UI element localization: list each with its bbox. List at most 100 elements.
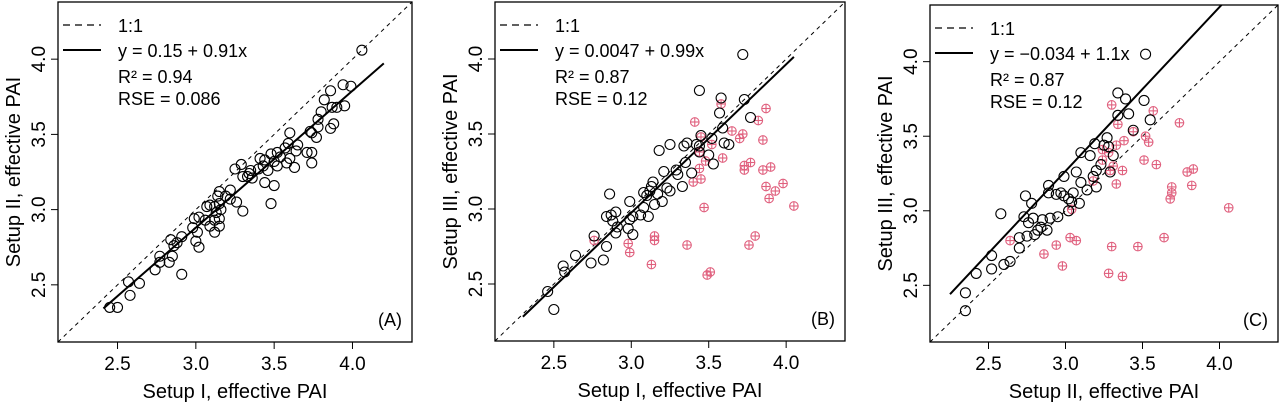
y-tick-label: 2.5 bbox=[901, 272, 922, 298]
data-point bbox=[1070, 166, 1082, 178]
data-point bbox=[714, 107, 726, 119]
data-point bbox=[1043, 187, 1055, 199]
data-point bbox=[1073, 197, 1085, 209]
flagged-data-point bbox=[1139, 155, 1149, 165]
data-point bbox=[154, 250, 166, 262]
flagged-data-point bbox=[688, 177, 699, 187]
data-point bbox=[1138, 94, 1150, 106]
data-point bbox=[345, 80, 357, 92]
data-point bbox=[1063, 193, 1075, 205]
flagged-data-point bbox=[1111, 179, 1122, 189]
data-point bbox=[191, 226, 203, 238]
flagged-data-point bbox=[696, 174, 706, 184]
flagged-data-point bbox=[761, 181, 771, 192]
data-point bbox=[1050, 188, 1062, 200]
data-point bbox=[1075, 176, 1087, 188]
legend-label-fit-equation: y = 0.15 + 0.91x bbox=[118, 41, 247, 61]
data-point bbox=[165, 234, 177, 246]
data-point bbox=[237, 170, 249, 183]
x-tick-label: 3.5 bbox=[1129, 354, 1155, 375]
data-point bbox=[645, 180, 657, 193]
flagged-data-point bbox=[1165, 193, 1176, 204]
legend-label-one-to-one: 1:1 bbox=[118, 16, 143, 36]
data-point bbox=[231, 196, 243, 208]
y-tick-label: 3.0 bbox=[29, 196, 50, 222]
one-to-one-line bbox=[930, 5, 1278, 342]
y-axis-label: Setup III, effective PAI bbox=[875, 75, 897, 271]
data-point bbox=[284, 127, 296, 139]
flagged-data-point bbox=[1071, 235, 1082, 246]
r-squared-label: R² = 0.94 bbox=[118, 67, 193, 87]
legend-label-fit-equation: y = −0.034 + 1.1x bbox=[990, 44, 1130, 64]
flagged-data-point bbox=[1188, 164, 1199, 174]
flagged-data-point bbox=[789, 201, 799, 211]
x-tick-label: 4.0 bbox=[773, 353, 799, 374]
data-point bbox=[1107, 150, 1119, 162]
data-point bbox=[703, 149, 715, 161]
data-point bbox=[670, 164, 682, 176]
data-point bbox=[1112, 87, 1124, 99]
flagged-data-point bbox=[761, 103, 771, 114]
data-point bbox=[1013, 242, 1025, 254]
data-point bbox=[1103, 141, 1115, 153]
data-point bbox=[611, 221, 623, 233]
data-point bbox=[171, 237, 183, 249]
data-point bbox=[548, 303, 560, 316]
flagged-data-point bbox=[1051, 240, 1062, 250]
flagged-data-point bbox=[745, 157, 756, 168]
data-point bbox=[254, 152, 266, 165]
data-point bbox=[738, 93, 750, 106]
flagged-data-point bbox=[727, 126, 737, 136]
data-point bbox=[653, 144, 665, 157]
panel-label: (C) bbox=[1243, 310, 1268, 330]
flagged-data-point bbox=[1117, 165, 1128, 176]
data-point bbox=[268, 179, 280, 192]
plot-area bbox=[58, 2, 412, 342]
data-point bbox=[328, 118, 340, 130]
data-point bbox=[681, 137, 693, 149]
x-tick-label: 2.5 bbox=[975, 354, 1001, 375]
y-tick-label: 4.0 bbox=[466, 46, 487, 72]
data-point bbox=[237, 205, 249, 217]
data-point bbox=[1090, 181, 1102, 193]
y-axis-label: Setup III, effective PAI bbox=[440, 73, 462, 269]
data-point bbox=[627, 228, 639, 241]
flagged-data-point bbox=[734, 133, 745, 144]
data-point bbox=[224, 193, 236, 205]
data-point bbox=[163, 256, 175, 268]
x-tick-label: 3.0 bbox=[1052, 354, 1078, 375]
plot-frame bbox=[929, 4, 1279, 343]
data-point bbox=[312, 121, 324, 133]
data-point bbox=[209, 201, 221, 213]
flagged-data-point bbox=[1174, 117, 1185, 128]
data-point bbox=[737, 48, 749, 61]
data-point bbox=[337, 79, 349, 91]
rse-label: RSE = 0.086 bbox=[118, 89, 221, 109]
panel-b: 2.5 3.0 3.5 4.0 2.5 3.0 3.5 4.0 Setup I, effecti… bbox=[440, 1, 846, 402]
data-point bbox=[304, 125, 316, 137]
data-point bbox=[259, 176, 271, 189]
data-point bbox=[229, 163, 241, 175]
flagged-data-point bbox=[1166, 188, 1177, 198]
data-point bbox=[168, 240, 180, 252]
data-point bbox=[624, 195, 636, 208]
data-point bbox=[1055, 187, 1067, 199]
data-point bbox=[312, 113, 324, 125]
data-point bbox=[301, 146, 313, 158]
plot-frame bbox=[57, 1, 413, 343]
data-point bbox=[1019, 190, 1032, 202]
data-point bbox=[1044, 212, 1056, 224]
data-point bbox=[133, 277, 146, 289]
flagged-data-point bbox=[1159, 232, 1169, 243]
flagged-data-point bbox=[1005, 235, 1015, 246]
data-point bbox=[1021, 230, 1033, 242]
data-point bbox=[679, 156, 692, 169]
data-point bbox=[604, 188, 616, 200]
flagged-data-point bbox=[764, 193, 774, 204]
data-point bbox=[627, 210, 639, 223]
data-point bbox=[199, 214, 211, 226]
data-point bbox=[717, 122, 729, 134]
flagged-data-point bbox=[1143, 137, 1154, 148]
legend-label-one-to-one: 1:1 bbox=[555, 16, 580, 36]
